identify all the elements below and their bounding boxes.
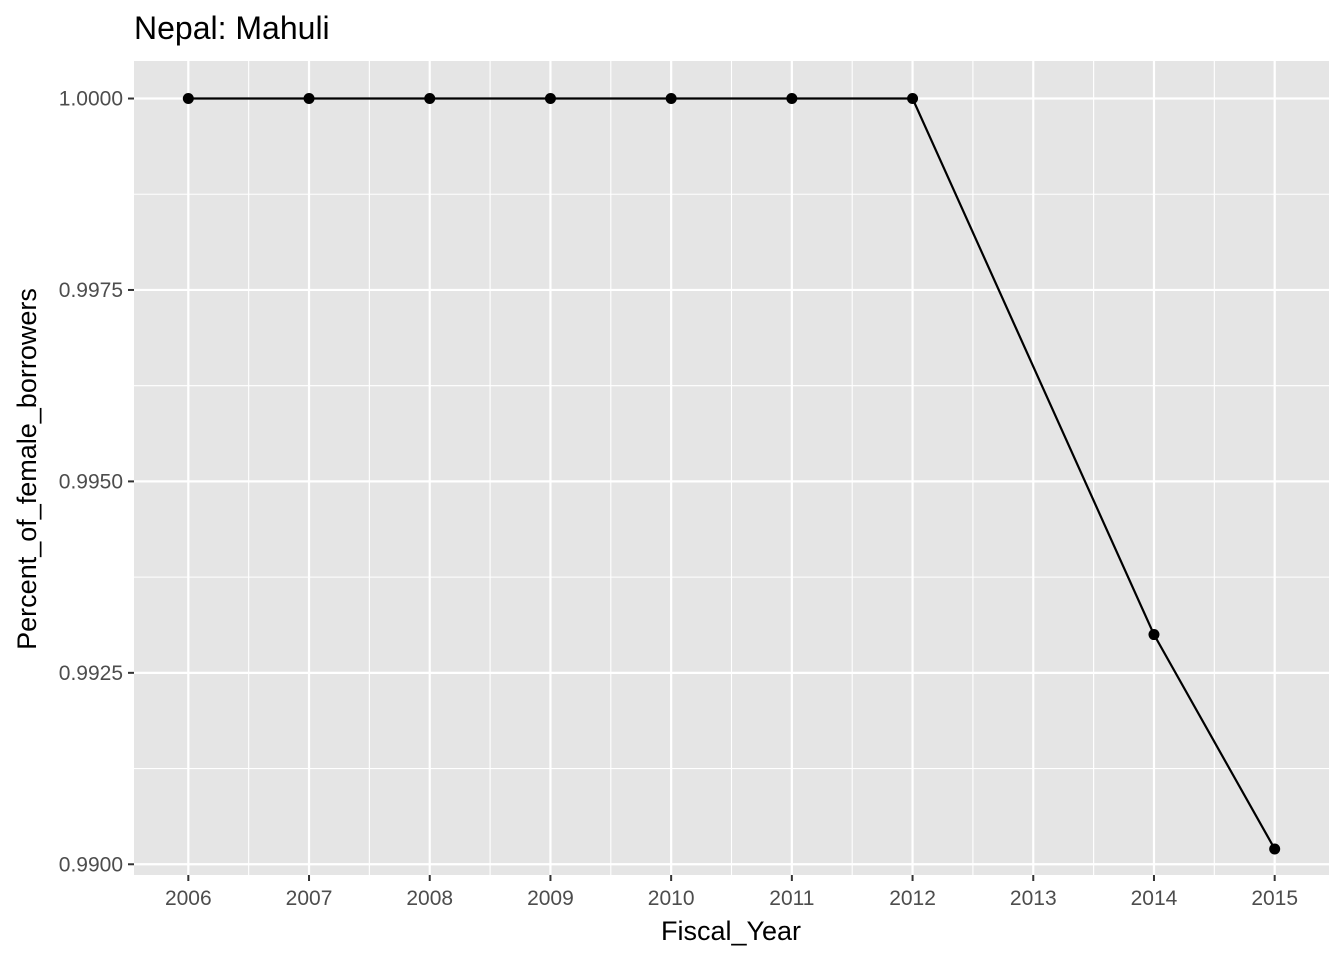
data-point <box>786 93 798 105</box>
y-axis: 0.9900 0.9925 0.9950 0.9975 1.0000 <box>59 88 134 876</box>
x-tick-label: 2012 <box>889 887 936 910</box>
y-tick-label: 0.9925 <box>59 662 123 685</box>
x-tick-label: 2011 <box>769 887 814 910</box>
chart-title: Nepal: Mahuli <box>134 10 330 46</box>
x-tick-label: 2009 <box>527 887 574 910</box>
y-axis-title: Percent_of_female_borrowers <box>12 288 42 650</box>
x-tick-label: 2013 <box>1010 887 1057 910</box>
data-point <box>303 93 315 105</box>
data-point <box>907 93 919 105</box>
x-tick-label: 2010 <box>648 887 695 910</box>
x-axis-title: Fiscal_Year <box>661 916 801 946</box>
x-tick-label: 2008 <box>406 887 453 910</box>
x-tick-label: 2014 <box>1131 887 1178 910</box>
data-points <box>182 93 1281 855</box>
data-point <box>424 93 436 105</box>
x-tick-label: 2006 <box>165 887 212 910</box>
minor-gridlines <box>134 61 1329 875</box>
data-point <box>544 93 556 105</box>
data-point <box>182 93 194 105</box>
y-tick-label: 0.9950 <box>59 470 123 493</box>
x-tick-label: 2007 <box>286 887 333 910</box>
y-tick-label: 0.9900 <box>59 853 123 876</box>
data-point <box>1269 843 1281 855</box>
x-tick-label: 2015 <box>1251 887 1298 910</box>
data-point <box>665 93 677 105</box>
data-point <box>1148 629 1160 641</box>
y-tick-label: 1.0000 <box>59 88 123 111</box>
y-tick-label: 0.9975 <box>59 279 123 302</box>
x-axis: 2006 2007 2008 2009 2010 2011 2012 2013 2014 2015 <box>165 875 1298 910</box>
